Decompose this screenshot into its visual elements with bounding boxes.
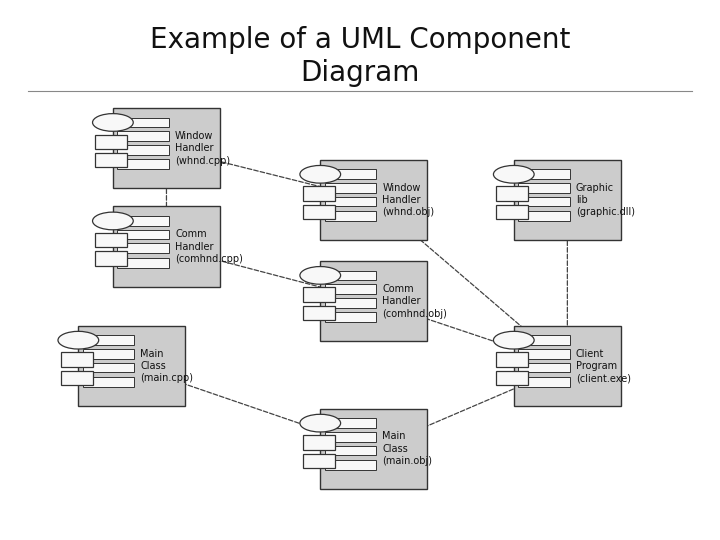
Bar xyxy=(113,108,220,188)
Ellipse shape xyxy=(493,165,534,183)
Bar xyxy=(302,435,335,450)
Text: Main
Class
(main.cpp): Main Class (main.cpp) xyxy=(140,348,194,383)
Text: Comm
Handler
(comhnd.cpp): Comm Handler (comhnd.cpp) xyxy=(175,230,243,264)
Ellipse shape xyxy=(58,332,99,349)
Ellipse shape xyxy=(93,212,133,230)
Bar xyxy=(117,258,168,267)
Bar xyxy=(514,160,621,240)
Bar xyxy=(78,326,186,406)
Bar xyxy=(514,326,621,406)
Bar xyxy=(518,197,570,206)
Text: Main
Class
(main.obj): Main Class (main.obj) xyxy=(382,431,433,466)
Bar xyxy=(95,233,127,247)
Bar xyxy=(60,371,93,385)
Bar xyxy=(518,170,570,179)
Bar xyxy=(518,349,570,359)
Ellipse shape xyxy=(300,414,341,432)
Bar xyxy=(518,183,570,193)
Text: Window
Handler
(whnd.cpp): Window Handler (whnd.cpp) xyxy=(175,131,230,166)
Bar xyxy=(302,186,335,201)
Bar xyxy=(95,153,127,167)
Bar xyxy=(325,183,376,193)
Bar xyxy=(117,244,168,253)
Bar xyxy=(325,460,376,470)
Ellipse shape xyxy=(300,267,341,284)
Bar xyxy=(320,409,428,489)
Bar xyxy=(496,371,528,385)
Text: Client
Program
(client.exe): Client Program (client.exe) xyxy=(576,348,631,383)
Bar xyxy=(518,335,570,345)
Bar xyxy=(117,216,168,226)
Bar xyxy=(325,284,376,294)
Bar xyxy=(320,261,428,341)
Bar xyxy=(302,205,335,219)
Bar xyxy=(325,432,376,442)
Ellipse shape xyxy=(93,113,133,131)
Ellipse shape xyxy=(493,332,534,349)
Bar xyxy=(496,352,528,367)
Bar xyxy=(325,418,376,428)
Bar xyxy=(117,159,168,169)
Bar xyxy=(117,145,168,154)
Bar xyxy=(302,287,335,302)
Bar xyxy=(95,134,127,149)
Bar xyxy=(518,377,570,387)
Bar xyxy=(496,186,528,201)
Bar xyxy=(325,312,376,322)
Text: Comm
Handler
(comhnd.obj): Comm Handler (comhnd.obj) xyxy=(382,284,447,319)
Bar xyxy=(83,363,134,373)
Bar xyxy=(83,349,134,359)
Bar xyxy=(117,230,168,239)
Bar xyxy=(496,205,528,219)
Bar xyxy=(117,118,168,127)
Bar xyxy=(302,454,335,468)
Bar xyxy=(60,352,93,367)
Bar xyxy=(325,197,376,206)
Bar xyxy=(325,271,376,280)
Bar xyxy=(83,377,134,387)
Ellipse shape xyxy=(300,165,341,183)
Text: Example of a UML Component
Diagram: Example of a UML Component Diagram xyxy=(150,26,570,87)
Text: Graphic
lib
(graphic.dll): Graphic lib (graphic.dll) xyxy=(576,183,635,218)
Bar xyxy=(325,298,376,308)
Bar xyxy=(83,335,134,345)
Bar xyxy=(113,206,220,287)
Bar xyxy=(518,211,570,221)
Bar xyxy=(117,131,168,141)
Bar xyxy=(95,252,127,266)
Text: Window
Handler
(whnd.obj): Window Handler (whnd.obj) xyxy=(382,183,434,218)
Bar xyxy=(325,446,376,455)
Bar xyxy=(302,306,335,320)
Bar xyxy=(325,211,376,221)
Bar xyxy=(325,170,376,179)
Bar xyxy=(320,160,428,240)
Bar xyxy=(518,363,570,373)
